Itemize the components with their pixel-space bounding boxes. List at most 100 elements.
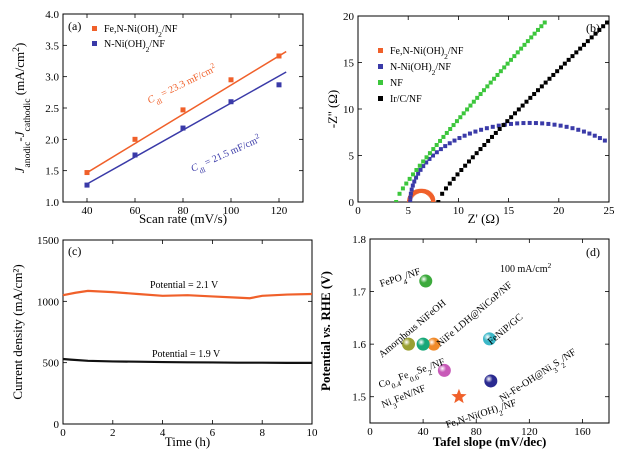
- data-point: [508, 121, 513, 126]
- data-point: [498, 69, 503, 74]
- point-label: FeNiP/GC: [486, 312, 526, 348]
- x-tick-label: 0: [367, 426, 373, 438]
- data-point: [466, 159, 471, 164]
- data-point: [597, 27, 602, 32]
- fit-line: [86, 50, 287, 174]
- data-point: [440, 191, 445, 196]
- data-point: [402, 337, 416, 351]
- fit-line: [86, 71, 287, 185]
- data-point: [512, 111, 517, 116]
- series-label-2p1v: Potential = 2.1 V: [150, 280, 219, 291]
- data-point: [484, 374, 498, 388]
- x-tick-label: 4: [160, 427, 166, 439]
- data-point: [447, 181, 452, 186]
- data-point: [604, 20, 609, 25]
- data-point: [570, 54, 575, 59]
- plot-area: [394, 20, 609, 202]
- data-point: [457, 136, 462, 141]
- data-point: [593, 31, 598, 36]
- data-point: [459, 167, 464, 172]
- data-point: [515, 50, 520, 55]
- plot-frame: [357, 15, 610, 203]
- data-point: [452, 138, 457, 143]
- data-point: [601, 24, 606, 29]
- data-point: [486, 138, 491, 143]
- data-point: [478, 147, 483, 152]
- data-point: [394, 200, 399, 202]
- data-point: [524, 99, 529, 104]
- y-tick-label: 0: [54, 419, 60, 431]
- y-tick-label: 1.0: [45, 197, 59, 209]
- data-point: [515, 121, 520, 126]
- x-axis-label: Tafel slope (mV/dec): [433, 434, 547, 449]
- data-point: [522, 42, 527, 47]
- y-axis-label: Potential vs. RHE (V): [318, 271, 333, 391]
- panel-label: (a): [68, 19, 81, 33]
- data-point: [276, 53, 282, 59]
- data-point: [431, 147, 436, 152]
- data-point: [180, 125, 186, 131]
- data-point: [416, 337, 430, 351]
- y-tick-label: 4.0: [45, 9, 59, 21]
- data-point: [438, 138, 443, 143]
- data-point: [462, 133, 467, 138]
- data-point: [451, 176, 456, 181]
- point-label: Fe,N-Ni(OH)2/NF: [445, 398, 520, 435]
- data-point: [555, 69, 560, 74]
- data-point: [414, 175, 419, 180]
- point-label: Co0.4Fe0.6Se2/NF: [377, 356, 448, 394]
- point-label: FePO4/NF: [379, 266, 424, 293]
- y-tick-label: 1.7: [352, 287, 366, 299]
- data-point: [533, 121, 538, 126]
- data-point: [481, 88, 486, 93]
- data-point: [581, 42, 586, 47]
- data-point: [492, 76, 497, 81]
- legend-label: Fe,N-Ni(OH)2/NF: [390, 46, 464, 61]
- chart-title: 100 mA/cm2: [500, 261, 552, 276]
- annotation-cdl-fe: Cdl = 23.3 mF/cm2: [144, 60, 220, 109]
- data-point: [489, 134, 494, 139]
- data-point: [228, 99, 234, 105]
- x-tick-label: 80: [178, 205, 190, 217]
- panel-b: 0 5 10 15 20 25 0 5 10 15 20 (b) Fe,N-Ni(OH)2/NFN-Ni…: [325, 11, 615, 226]
- data-point: [527, 120, 532, 125]
- data-point: [454, 119, 459, 124]
- panel-label: (d): [586, 245, 600, 259]
- x-tick-label: 2: [110, 427, 116, 439]
- data-point: [490, 124, 495, 129]
- data-point: [496, 123, 501, 128]
- data-point: [542, 20, 547, 25]
- data-point: [597, 136, 602, 141]
- annotation-cdl-n: Cdl = 21.5 mF/cm2: [188, 131, 264, 178]
- data-point: [444, 130, 449, 135]
- data-point: [458, 115, 463, 120]
- x-tick-label: 0: [60, 427, 66, 439]
- legend-label: N-Ni(OH)2/NF: [390, 62, 451, 77]
- data-point: [505, 119, 510, 124]
- data-point: [535, 88, 540, 93]
- legend-label: N-Ni(OH)2/NF: [104, 39, 165, 54]
- data-point: [436, 200, 441, 202]
- y-axis-label: Janodic-Jcathodic (mA/cm2): [11, 43, 33, 174]
- x-tick-label: 60: [130, 205, 142, 217]
- data-point: [532, 92, 537, 97]
- data-point: [431, 200, 436, 202]
- data-point: [509, 115, 514, 120]
- plot-frame: [369, 238, 610, 424]
- data-point: [455, 172, 460, 177]
- y-axis-label: Current density (mA/cm²): [10, 264, 25, 399]
- y-tick-label: 15: [343, 58, 355, 70]
- data-point: [228, 77, 234, 83]
- data-point: [84, 182, 90, 188]
- data-point: [558, 65, 563, 70]
- y-tick-label: 3.5: [45, 40, 59, 52]
- x-tick-label: 100: [223, 205, 240, 217]
- data-point: [443, 144, 448, 149]
- x-tick-label: 40: [418, 426, 430, 438]
- data-point: [438, 147, 443, 152]
- series-label-1p9v: Potential = 1.9 V: [152, 349, 221, 360]
- data-point: [592, 133, 597, 138]
- x-tick-label: 20: [553, 205, 565, 217]
- data-point: [408, 195, 413, 200]
- data-point: [421, 164, 426, 169]
